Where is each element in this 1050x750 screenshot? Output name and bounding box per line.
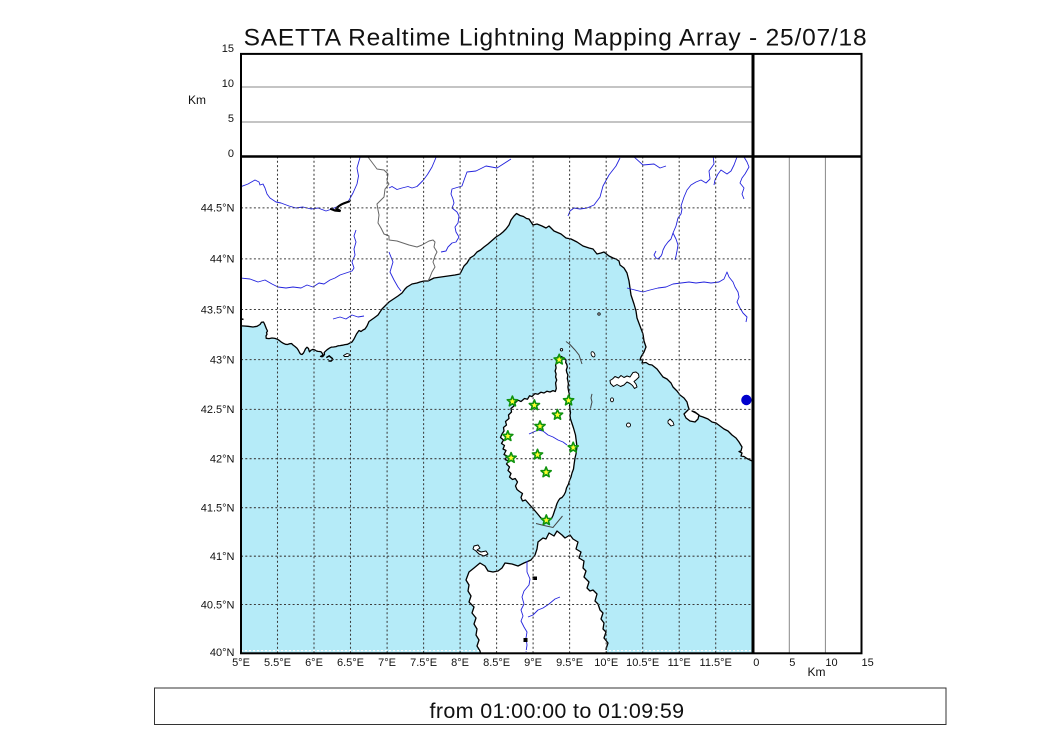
svg-text:0: 0	[753, 657, 759, 669]
svg-text:8°E: 8°E	[451, 657, 469, 669]
svg-text:40°N: 40°N	[210, 647, 235, 659]
svg-text:6.5°E: 6.5°E	[337, 657, 364, 669]
svg-text:from 01:00:00 to 01:09:59: from 01:00:00 to 01:09:59	[430, 699, 685, 723]
svg-text:5: 5	[228, 113, 234, 125]
svg-text:11°E: 11°E	[668, 657, 691, 669]
svg-text:5.5°E: 5.5°E	[264, 657, 291, 669]
svg-text:40.5°N: 40.5°N	[201, 599, 235, 611]
svg-text:Km: Km	[808, 665, 826, 679]
svg-text:42°N: 42°N	[210, 454, 235, 466]
svg-text:10: 10	[222, 78, 234, 90]
svg-text:5°E: 5°E	[232, 657, 250, 669]
svg-text:44.5°N: 44.5°N	[201, 203, 235, 215]
svg-text:7°E: 7°E	[378, 657, 396, 669]
svg-text:8.5°E: 8.5°E	[483, 657, 510, 669]
svg-text:5: 5	[789, 657, 795, 669]
svg-text:Km: Km	[188, 93, 206, 107]
svg-text:41.5°N: 41.5°N	[201, 503, 235, 515]
svg-text:11.5°E: 11.5°E	[700, 657, 732, 669]
svg-text:41°N: 41°N	[210, 551, 235, 563]
svg-text:9.5°E: 9.5°E	[556, 657, 583, 669]
svg-text:44°N: 44°N	[210, 254, 235, 266]
svg-text:43.5°N: 43.5°N	[201, 304, 235, 316]
svg-text:10: 10	[825, 657, 837, 669]
svg-text:SAETTA Realtime Lightning Mapp: SAETTA Realtime Lightning Mapping Array …	[244, 25, 868, 52]
svg-text:10.5°E: 10.5°E	[626, 657, 659, 669]
svg-text:0: 0	[228, 148, 234, 160]
svg-text:7.5°E: 7.5°E	[410, 657, 437, 669]
svg-text:10°E: 10°E	[594, 657, 618, 669]
svg-text:6°E: 6°E	[305, 657, 323, 669]
svg-text:15: 15	[222, 43, 234, 55]
svg-text:43°N: 43°N	[210, 354, 235, 366]
svg-text:9°E: 9°E	[524, 657, 542, 669]
svg-text:15: 15	[862, 657, 874, 669]
svg-text:42.5°N: 42.5°N	[201, 404, 235, 416]
